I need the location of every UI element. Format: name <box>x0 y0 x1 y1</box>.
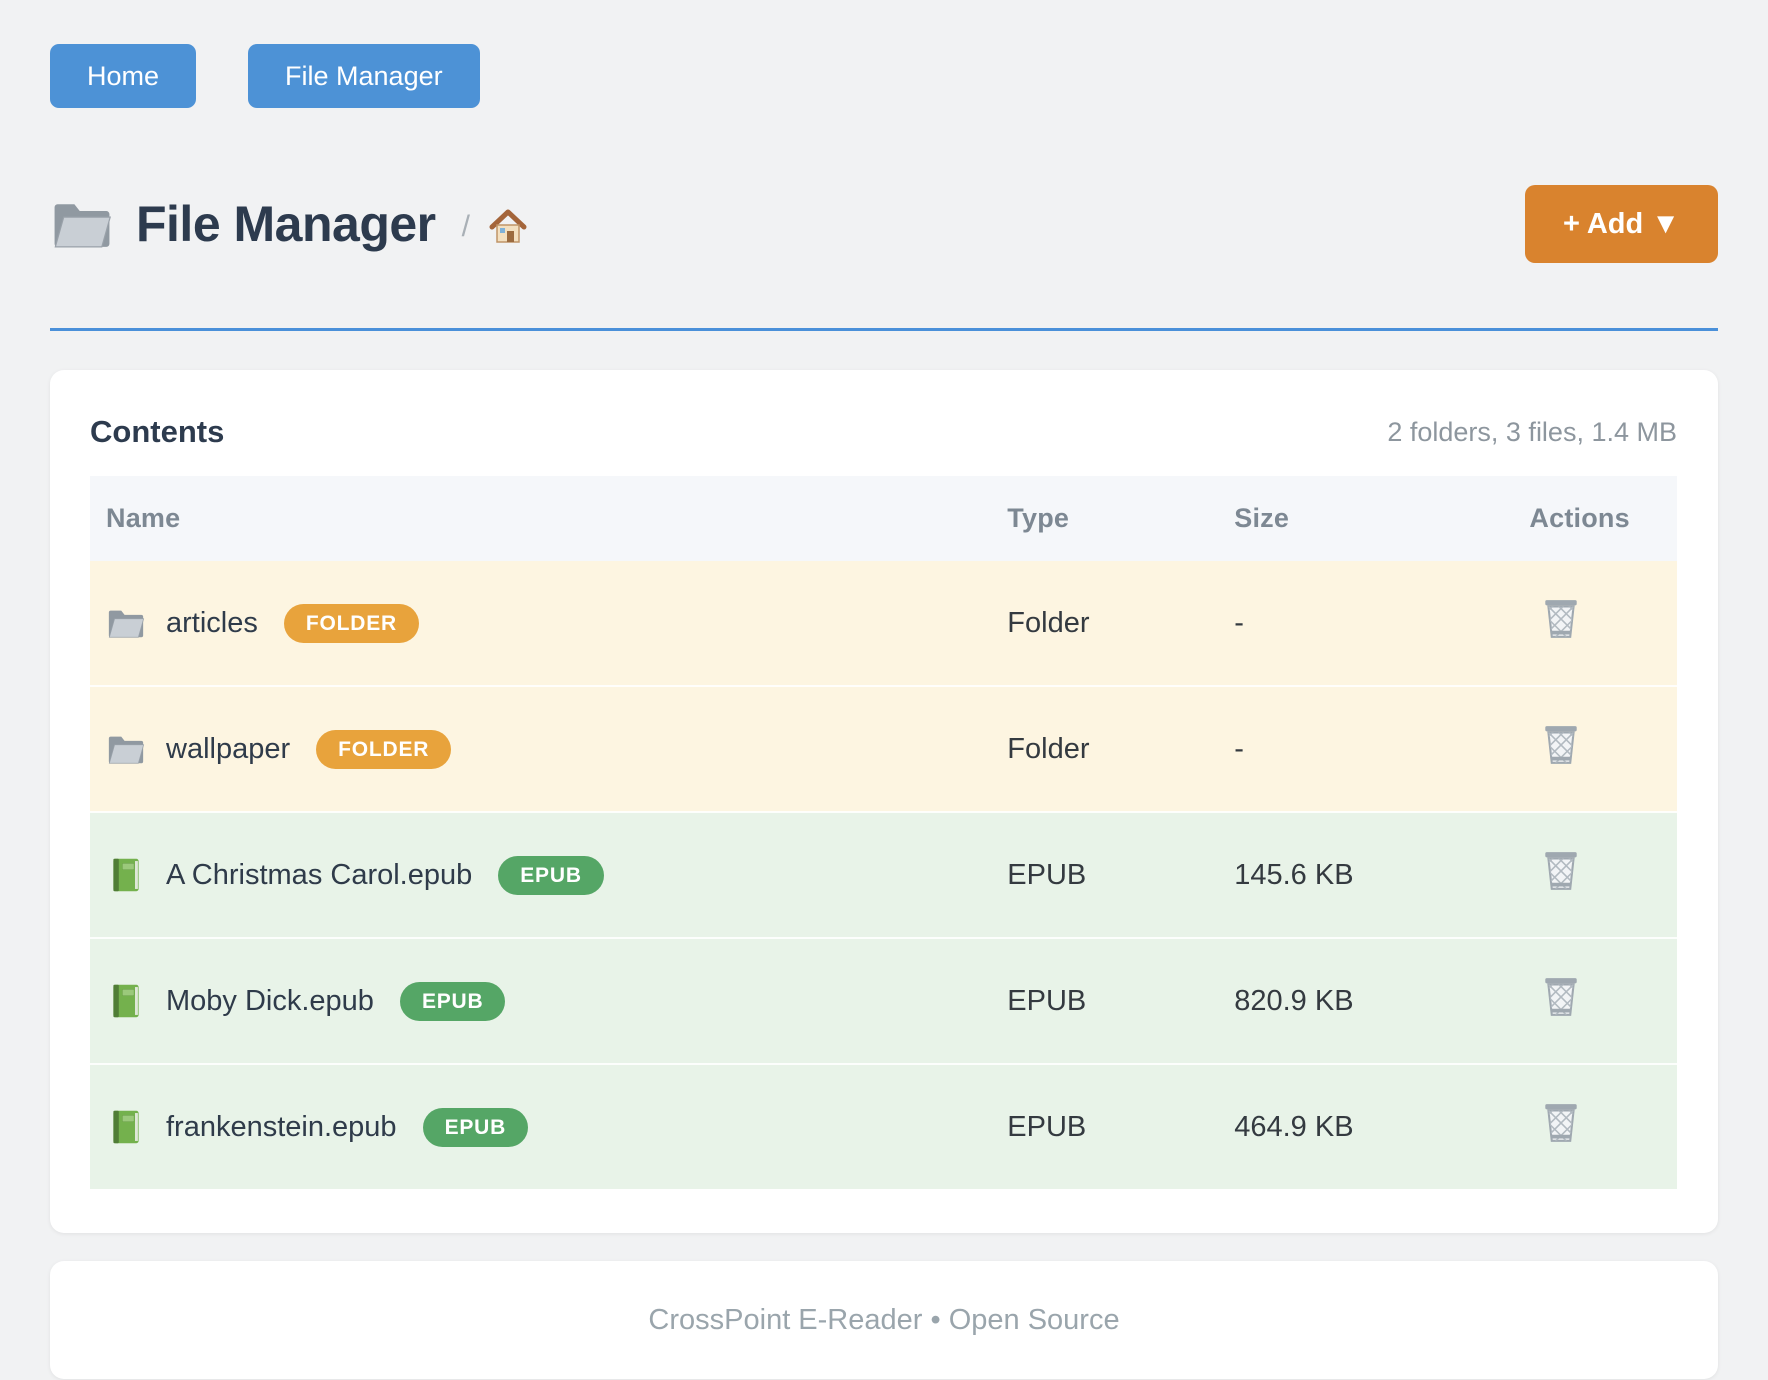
book-icon <box>106 1109 146 1145</box>
trash-icon <box>1541 1101 1581 1145</box>
column-header-type: Type <box>1007 476 1235 561</box>
column-header-actions: Actions <box>1529 476 1677 561</box>
type-badge: FOLDER <box>283 603 419 643</box>
nav-home-button[interactable]: Home <box>50 44 197 108</box>
trash-icon <box>1541 597 1581 641</box>
type-cell: Folder <box>1007 606 1090 639</box>
type-badge: FOLDER <box>316 729 452 769</box>
size-cell: 464.9 KB <box>1234 1110 1354 1143</box>
nav-file-manager-button[interactable]: File Manager <box>248 44 480 108</box>
file-table: Name Type Size Actions articles FOLDER F… <box>90 476 1677 1189</box>
table-header-row: Name Type Size Actions <box>90 476 1677 561</box>
table-row[interactable]: Moby Dick.epub EPUB EPUB 820.9 KB <box>90 938 1677 1064</box>
top-nav: Home File Manager <box>50 0 1718 108</box>
table-row[interactable]: articles FOLDER Folder - <box>90 561 1677 686</box>
type-badge: EPUB <box>422 1107 529 1147</box>
header-divider <box>50 328 1718 331</box>
breadcrumb-separator: / <box>461 210 470 243</box>
folder-icon <box>106 605 146 641</box>
page-title: File Manager <box>136 196 436 252</box>
folder-icon <box>106 731 146 767</box>
table-row[interactable]: frankenstein.epub EPUB EPUB 464.9 KB <box>90 1064 1677 1189</box>
size-cell: - <box>1234 606 1244 639</box>
file-name[interactable]: frankenstein.epub <box>166 1110 397 1143</box>
delete-button[interactable] <box>1541 1101 1581 1145</box>
table-row[interactable]: wallpaper FOLDER Folder - <box>90 686 1677 812</box>
book-icon <box>106 857 146 893</box>
delete-button[interactable] <box>1541 849 1581 893</box>
type-cell: EPUB <box>1007 858 1087 891</box>
size-cell: 145.6 KB <box>1234 858 1354 891</box>
type-cell: EPUB <box>1007 984 1087 1017</box>
type-cell: EPUB <box>1007 1110 1087 1143</box>
add-button[interactable]: + Add ▼ <box>1524 185 1718 263</box>
type-badge: EPUB <box>498 855 604 895</box>
trash-icon <box>1541 723 1581 767</box>
page-header: File Manager / + Add ▼ <box>50 184 1718 264</box>
column-header-size: Size <box>1234 476 1530 561</box>
folder-icon <box>50 196 114 252</box>
contents-title: Contents <box>90 414 225 449</box>
table-row[interactable]: A Christmas Carol.epub EPUB EPUB 145.6 K… <box>90 812 1677 938</box>
size-cell: - <box>1234 732 1244 765</box>
contents-card: Contents 2 folders, 3 files, 1.4 MB Name… <box>50 370 1718 1233</box>
delete-button[interactable] <box>1541 975 1581 1019</box>
type-badge: EPUB <box>399 981 506 1021</box>
breadcrumb-home-icon[interactable] <box>488 208 528 246</box>
footer-text: CrossPoint E-Reader • Open Source <box>648 1303 1120 1336</box>
book-icon <box>106 983 146 1019</box>
contents-summary: 2 folders, 3 files, 1.4 MB <box>1387 416 1677 447</box>
column-header-name: Name <box>90 476 1008 561</box>
delete-button[interactable] <box>1541 723 1581 767</box>
file-name[interactable]: A Christmas Carol.epub <box>166 858 473 891</box>
file-name[interactable]: wallpaper <box>166 732 291 765</box>
size-cell: 820.9 KB <box>1234 984 1354 1017</box>
file-name[interactable]: Moby Dick.epub <box>166 984 374 1017</box>
trash-icon <box>1541 849 1581 893</box>
table-body: articles FOLDER Folder - <box>90 561 1677 1189</box>
delete-button[interactable] <box>1541 597 1581 641</box>
contents-card-header: Contents 2 folders, 3 files, 1.4 MB <box>90 408 1677 456</box>
type-cell: Folder <box>1007 732 1090 765</box>
footer: CrossPoint E-Reader • Open Source <box>50 1261 1718 1379</box>
trash-icon <box>1541 975 1581 1019</box>
file-name[interactable]: articles <box>166 606 258 639</box>
